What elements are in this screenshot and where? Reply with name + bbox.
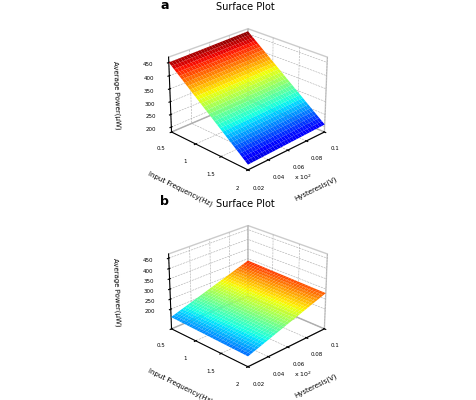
Y-axis label: Input Frequency(Hz): Input Frequency(Hz) [147,367,213,400]
Y-axis label: Input Frequency(Hz): Input Frequency(Hz) [147,170,213,208]
X-axis label: Hysteresis(V): Hysteresis(V) [293,176,337,202]
Title: Surface Plot: Surface Plot [216,2,275,12]
Text: b: b [160,196,169,208]
Text: a: a [160,0,168,12]
Text: x 10$^2$: x 10$^2$ [293,370,311,379]
Title: Surface Plot: Surface Plot [216,199,275,209]
X-axis label: Hysteresis(V): Hysteresis(V) [293,373,337,399]
Text: x 10$^2$: x 10$^2$ [293,173,311,182]
